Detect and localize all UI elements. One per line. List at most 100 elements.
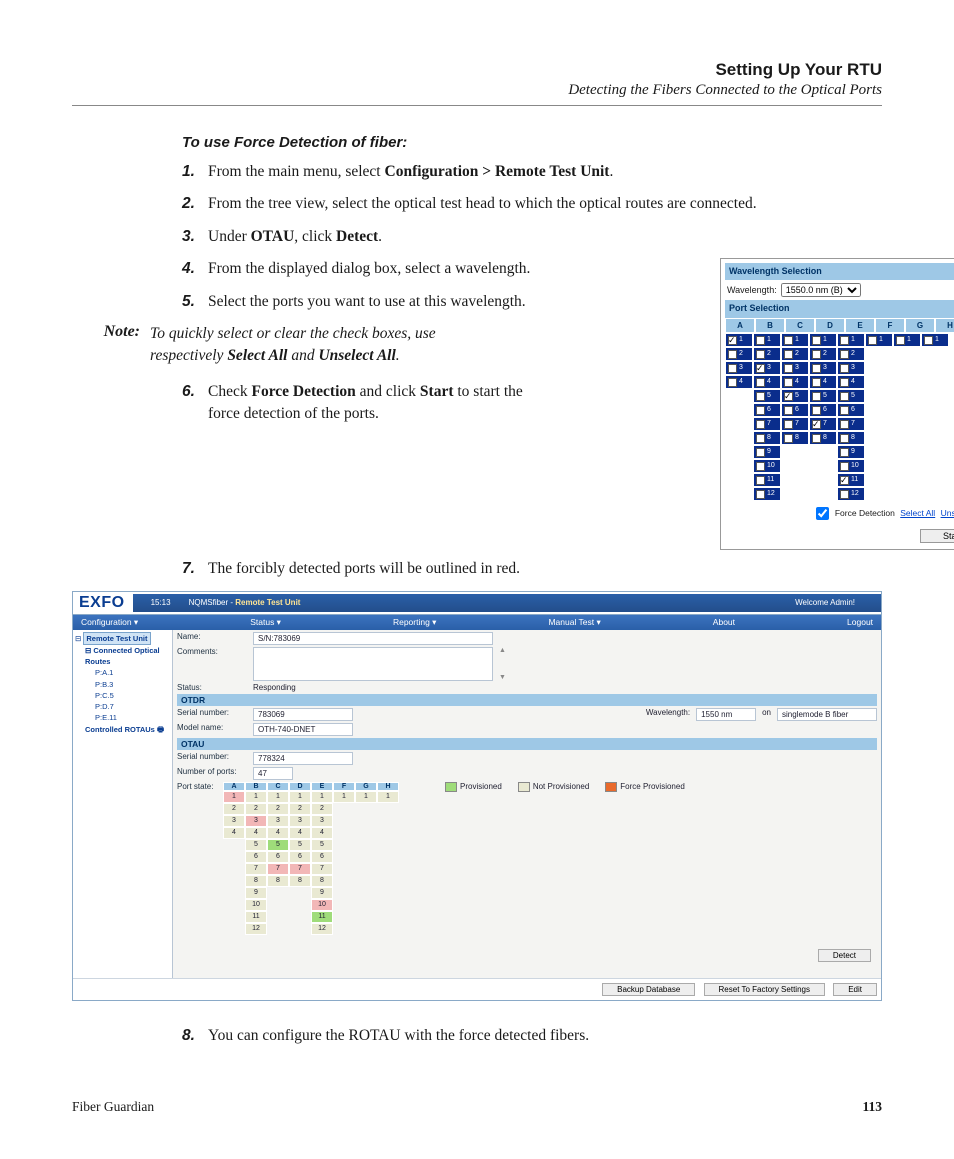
port-checkbox[interactable] (924, 336, 933, 345)
port-cell[interactable]: 3 (781, 361, 809, 375)
menu-logout[interactable]: Logout (839, 615, 881, 630)
tree-item[interactable]: P:A.1 (75, 667, 170, 678)
port-checkbox[interactable] (840, 378, 849, 387)
port-cell[interactable]: 1 (781, 333, 809, 347)
port-cell[interactable]: 1 (837, 333, 865, 347)
port-cell[interactable]: 1 (865, 333, 893, 347)
port-cell[interactable]: 7 (837, 417, 865, 431)
edit-button[interactable]: Edit (833, 983, 877, 996)
port-cell[interactable]: 1 (893, 333, 921, 347)
select-all-link[interactable]: Select All (900, 508, 935, 518)
name-field[interactable]: S/N:783069 (253, 632, 493, 645)
port-checkbox[interactable] (840, 476, 849, 485)
reset-factory-button[interactable]: Reset To Factory Settings (704, 983, 825, 996)
chevron-down-icon[interactable]: ▼ (499, 674, 509, 681)
port-cell[interactable]: 4 (753, 375, 781, 389)
tree-group-rotaus[interactable]: Controlled ROTAUs 🖶 (75, 724, 170, 735)
port-checkbox[interactable] (728, 336, 737, 345)
port-checkbox[interactable] (812, 350, 821, 359)
port-checkbox[interactable] (784, 350, 793, 359)
tree-item[interactable]: P:B.3 (75, 679, 170, 690)
port-checkbox[interactable] (840, 434, 849, 443)
port-checkbox[interactable] (840, 462, 849, 471)
port-cell[interactable]: 5 (781, 389, 809, 403)
port-checkbox[interactable] (812, 364, 821, 373)
port-checkbox[interactable] (756, 392, 765, 401)
port-cell[interactable]: 3 (753, 361, 781, 375)
port-cell[interactable]: 4 (837, 375, 865, 389)
port-checkbox[interactable] (728, 378, 737, 387)
port-checkbox[interactable] (868, 336, 877, 345)
port-checkbox[interactable] (756, 476, 765, 485)
port-checkbox[interactable] (812, 336, 821, 345)
port-cell[interactable]: 2 (781, 347, 809, 361)
chevron-up-icon[interactable]: ▲ (499, 647, 509, 654)
port-checkbox[interactable] (812, 434, 821, 443)
port-checkbox[interactable] (812, 378, 821, 387)
port-cell[interactable]: 6 (837, 403, 865, 417)
wavelength-select[interactable]: 1550.0 nm (B) (781, 283, 861, 297)
port-cell[interactable]: 2 (753, 347, 781, 361)
port-cell[interactable]: 6 (781, 403, 809, 417)
port-checkbox[interactable] (756, 406, 765, 415)
port-cell[interactable]: 1 (921, 333, 949, 347)
port-checkbox[interactable] (756, 336, 765, 345)
port-cell[interactable]: 2 (809, 347, 837, 361)
menu-reporting[interactable]: Reporting ▾ (385, 615, 444, 630)
port-checkbox[interactable] (784, 364, 793, 373)
port-cell[interactable]: 8 (837, 431, 865, 445)
port-cell[interactable]: 10 (753, 459, 781, 473)
port-checkbox[interactable] (784, 378, 793, 387)
port-cell[interactable]: 3 (725, 361, 753, 375)
tree-root[interactable]: Remote Test Unit (83, 632, 150, 645)
menu-manual-test[interactable]: Manual Test ▾ (540, 615, 608, 630)
port-cell[interactable]: 1 (725, 333, 753, 347)
port-cell[interactable]: 4 (725, 375, 753, 389)
port-cell[interactable]: 2 (837, 347, 865, 361)
port-cell[interactable]: 4 (809, 375, 837, 389)
port-checkbox[interactable] (784, 336, 793, 345)
port-cell[interactable]: 3 (809, 361, 837, 375)
force-detection-checkbox[interactable]: Force Detection (812, 508, 894, 518)
port-checkbox[interactable] (840, 364, 849, 373)
port-checkbox[interactable] (812, 406, 821, 415)
comments-field[interactable] (253, 647, 493, 681)
backup-database-button[interactable]: Backup Database (602, 983, 695, 996)
port-cell[interactable]: 6 (753, 403, 781, 417)
port-checkbox[interactable] (728, 364, 737, 373)
port-checkbox[interactable] (840, 448, 849, 457)
port-checkbox[interactable] (756, 364, 765, 373)
port-cell[interactable]: 10 (837, 459, 865, 473)
port-checkbox[interactable] (756, 490, 765, 499)
port-cell[interactable]: 5 (837, 389, 865, 403)
port-cell[interactable]: 12 (837, 487, 865, 501)
port-checkbox[interactable] (756, 462, 765, 471)
port-checkbox[interactable] (756, 350, 765, 359)
port-cell[interactable]: 8 (753, 431, 781, 445)
tree-item[interactable]: P:E.11 (75, 712, 170, 723)
port-cell[interactable]: 1 (753, 333, 781, 347)
port-cell[interactable]: 8 (781, 431, 809, 445)
port-checkbox[interactable] (784, 434, 793, 443)
port-checkbox[interactable] (756, 420, 765, 429)
port-cell[interactable]: 9 (753, 445, 781, 459)
port-checkbox[interactable] (840, 490, 849, 499)
port-cell[interactable]: 6 (809, 403, 837, 417)
port-checkbox[interactable] (812, 420, 821, 429)
port-checkbox[interactable] (896, 336, 905, 345)
port-cell[interactable]: 7 (753, 417, 781, 431)
port-cell[interactable]: 1 (809, 333, 837, 347)
port-cell[interactable]: 9 (837, 445, 865, 459)
menu-about[interactable]: About (705, 615, 743, 630)
port-cell[interactable]: 7 (781, 417, 809, 431)
port-cell[interactable]: 12 (753, 487, 781, 501)
port-checkbox[interactable] (756, 378, 765, 387)
port-checkbox[interactable] (784, 392, 793, 401)
port-checkbox[interactable] (840, 392, 849, 401)
start-button[interactable]: Start (920, 529, 954, 543)
port-cell[interactable]: 11 (753, 473, 781, 487)
unselect-all-link[interactable]: Unselect All (941, 508, 954, 518)
port-checkbox[interactable] (840, 420, 849, 429)
detect-button[interactable]: Detect (818, 949, 871, 962)
port-checkbox[interactable] (784, 420, 793, 429)
